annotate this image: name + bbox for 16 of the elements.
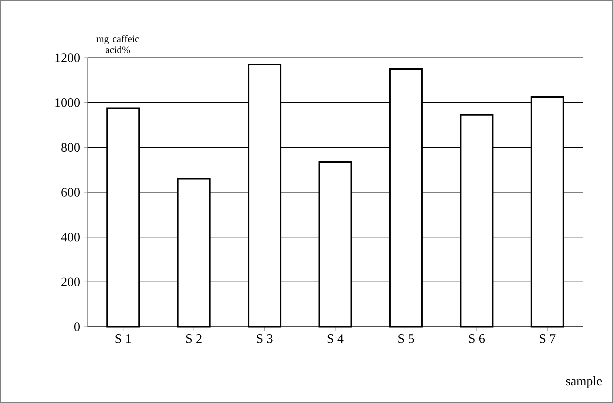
x-tick-label: S 6 (469, 334, 486, 344)
y-tick-label: 600 (62, 188, 80, 197)
x-tick-label: S 5 (398, 334, 414, 344)
y-tick-label: 1200 (56, 54, 80, 62)
x-tick-label: S 3 (257, 334, 273, 344)
y-axis-title: mg caffeic acid% (96, 35, 140, 54)
x-tick-label: S 1 (116, 334, 132, 344)
y-tick-label: 1000 (56, 98, 80, 108)
y-tick-label: 0 (74, 322, 80, 332)
x-tick-label: S 4 (328, 334, 344, 344)
y-tick-label: 400 (61, 232, 80, 242)
y-tick-label: 200 (62, 278, 80, 287)
x-tick-label: S 2 (186, 334, 202, 344)
y-tick-label: 800 (62, 143, 80, 152)
x-axis-title: sample (566, 376, 602, 388)
x-tick-label: S 7 (540, 334, 556, 344)
